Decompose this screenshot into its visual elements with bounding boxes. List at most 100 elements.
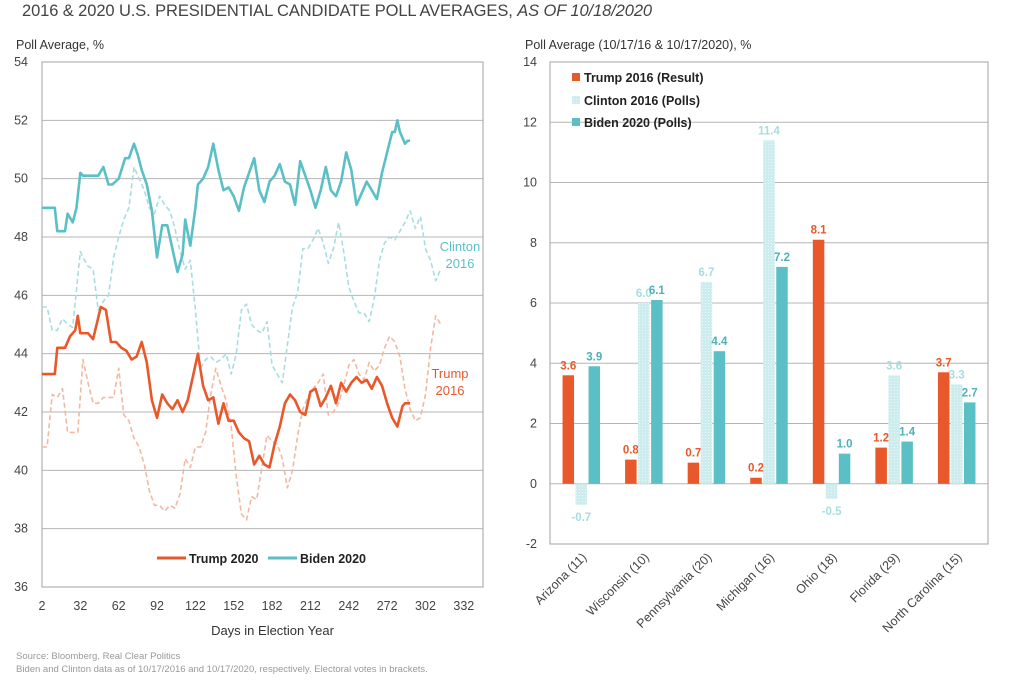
bar-chart: -2 0 2 4 6 8 10 12 14 3.6 -0.7 3.9 Arizona (11) 0.8 6.… [523, 55, 989, 635]
page-title: 2016 & 2020 U.S. PRESIDENTIAL CANDIDATE … [22, 2, 652, 21]
series-annotation-line1: Trump [431, 366, 468, 381]
y-tick-label: 50 [14, 172, 28, 186]
bar-clinton [950, 384, 963, 484]
series-annotation-line1: Clinton [440, 239, 480, 254]
series-annotation-line2: 2016 [446, 256, 475, 271]
footnote-text: Biden and Clinton data as of 10/17/2016 … [16, 664, 428, 675]
bar-data-label: 6.1 [649, 285, 666, 297]
bar-trump [875, 447, 887, 484]
y-tick-label: 42 [14, 405, 28, 419]
y-tick-label: -2 [526, 537, 537, 551]
legend-swatch [572, 96, 580, 104]
x-tick-label: 272 [377, 599, 398, 613]
x-tick-label: 122 [185, 599, 206, 613]
bar-data-label: 2.7 [962, 387, 978, 399]
bar-data-label: 4.4 [711, 336, 728, 348]
title-date: AS OF 10/18/2020 [517, 2, 652, 20]
x-tick-label: 302 [415, 599, 436, 613]
bar-trump [625, 459, 637, 484]
x-category-label: Wisconsin (10) [584, 550, 652, 618]
title-main: 2016 & 2020 U.S. PRESIDENTIAL CANDIDATE … [22, 2, 518, 20]
bar-data-label: 6.0 [636, 288, 652, 300]
x-category-label: Michigan (16) [714, 550, 777, 613]
x-tick-label: 152 [223, 599, 244, 613]
y-tick-label: 48 [14, 230, 28, 244]
legend-swatch [572, 118, 580, 126]
bar-data-label: 1.0 [837, 439, 853, 451]
x-tick-label: 32 [73, 599, 87, 613]
bar-data-label: 3.3 [949, 369, 965, 381]
bar-biden [588, 366, 601, 484]
x-tick-label: 2 [39, 599, 46, 613]
bar-data-label: 3.6 [886, 360, 902, 372]
series-annotation-line2: 2016 [436, 383, 465, 398]
bar-biden [713, 351, 726, 484]
legend-label: Trump 2020 [189, 552, 259, 566]
bar-clinton [825, 483, 838, 499]
bar-data-label: 11.4 [758, 125, 780, 137]
bar-data-label: 6.7 [698, 267, 714, 279]
bar-clinton [888, 375, 900, 484]
plot-frame [549, 61, 989, 545]
bar-biden [838, 453, 851, 484]
y-tick-label: 12 [523, 115, 537, 129]
x-tick-label: 332 [453, 599, 474, 613]
bar-data-label: 0.7 [685, 448, 701, 460]
series-line-trump-2020 [42, 305, 411, 469]
y-tick-label: 14 [523, 55, 537, 69]
x-tick-label: 212 [300, 599, 321, 613]
x-tick-label: 92 [150, 599, 164, 613]
y-tick-label: 36 [14, 580, 28, 594]
bar-biden [776, 266, 788, 484]
y-tick-label: 40 [14, 463, 28, 477]
bar-data-label: 1.2 [873, 433, 889, 445]
line-chart-y-axis-title: Poll Average, % [16, 38, 105, 52]
legend-label: Clinton 2016 (Polls) [584, 94, 700, 108]
bar-biden [651, 299, 663, 484]
legend-label: Biden 2020 [300, 552, 366, 566]
bar-chart-y-axis-title: Poll Average (10/17/16 & 10/17/2020), % [525, 38, 752, 52]
bar-biden [901, 441, 913, 484]
y-tick-label: 2 [530, 417, 537, 431]
x-category-label: Ohio (18) [793, 550, 840, 597]
x-tick-label: 182 [262, 599, 283, 613]
bar-data-label: 3.7 [936, 357, 952, 369]
y-tick-label: 6 [530, 296, 537, 310]
bar-trump [750, 477, 762, 484]
x-category-label: Florida (29) [847, 550, 902, 605]
bar-trump [937, 372, 950, 484]
bar-data-label: 8.1 [811, 225, 828, 237]
y-tick-label: 44 [14, 347, 28, 361]
bar-trump [562, 375, 575, 484]
y-tick-label: 46 [14, 288, 28, 302]
x-axis-title: Days in Election Year [211, 623, 335, 638]
y-tick-label: 10 [523, 176, 537, 190]
x-tick-label: 62 [112, 599, 126, 613]
bar-data-label: 0.8 [623, 445, 640, 457]
bar-data-label: -0.7 [571, 512, 591, 524]
bar-data-label: 3.9 [586, 351, 602, 363]
series-line-trump-2016 [42, 314, 442, 521]
legend-label: Trump 2016 (Result) [584, 71, 703, 85]
series-line-biden-2020 [42, 119, 411, 274]
bar-trump [812, 239, 825, 484]
bar-clinton [700, 281, 713, 484]
y-tick-label: 38 [14, 522, 28, 536]
x-tick-label: 242 [338, 599, 359, 613]
x-category-label: Arizona (11) [532, 550, 589, 607]
y-tick-label: 4 [530, 356, 537, 370]
bar-clinton [575, 483, 588, 505]
bar-data-label: 7.2 [774, 252, 790, 264]
legend-swatch [572, 73, 580, 81]
legend-label: Biden 2020 (Polls) [584, 116, 692, 130]
y-tick-label: 52 [14, 113, 28, 127]
series-line-clinton-2016 [42, 166, 442, 384]
source-text: Source: Bloomberg, Real Clear Politics [16, 651, 181, 662]
bar-trump [687, 462, 700, 484]
plot-frame [41, 61, 484, 588]
bar-data-label: -0.5 [822, 506, 842, 518]
y-tick-label: 8 [530, 236, 537, 250]
y-tick-label: 54 [14, 55, 28, 69]
bar-clinton [638, 303, 650, 484]
